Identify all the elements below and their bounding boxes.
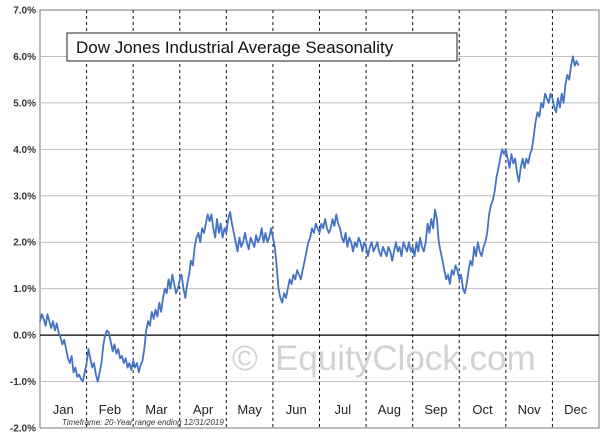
y-tick-label: 0.0%: [13, 331, 36, 342]
title-box: Dow Jones Industrial Average Seasonality: [66, 32, 458, 62]
x-tick-label: Jun: [286, 402, 307, 417]
y-tick-label: 1.0%: [13, 284, 36, 295]
x-tick-label: Mar: [145, 402, 168, 417]
footnote: Timeframe: 20-Year range ending 12/31/20…: [62, 418, 224, 427]
x-tick-label: Oct: [472, 402, 493, 417]
x-tick-label: Feb: [99, 402, 121, 417]
x-tick-label: Sep: [424, 402, 447, 417]
y-tick-labels: -2.0% -1.0% 0.0% 1.0% 2.0% 3.0% 4.0% 5.0% 6.0% 7.…: [10, 6, 36, 435]
x-tick-labels: Jan Feb Mar Apr May Jun Jul Aug Sep Oct Nov Dec: [53, 402, 588, 417]
x-tick-label: Jul: [334, 402, 351, 417]
y-tick-label: 4.0%: [13, 145, 36, 156]
watermark-copyright-symbol: ©: [232, 339, 258, 378]
y-tick-label: 3.0%: [13, 191, 36, 202]
chart-title: Dow Jones Industrial Average Seasonality: [76, 38, 394, 57]
x-tick-label: Nov: [518, 402, 542, 417]
series-line: [39, 55, 580, 383]
y-tick-label: -2.0%: [10, 424, 36, 435]
x-tick-label: Aug: [378, 402, 401, 417]
x-tick-label: Jan: [53, 402, 74, 417]
y-tick-label: -1.0%: [10, 377, 36, 388]
x-tick-label: May: [237, 402, 262, 417]
y-tick-label: 2.0%: [13, 238, 36, 249]
y-tick-label: 5.0%: [13, 98, 36, 109]
x-tick-label: Dec: [564, 402, 588, 417]
watermark: © EquityClock.com: [232, 339, 536, 378]
y-tick-label: 6.0%: [13, 52, 36, 63]
x-tick-label: Apr: [193, 402, 214, 417]
y-tick-label: 7.0%: [13, 6, 36, 17]
title-box-frame: [66, 32, 458, 62]
watermark-text: EquityClock.com: [275, 339, 536, 378]
